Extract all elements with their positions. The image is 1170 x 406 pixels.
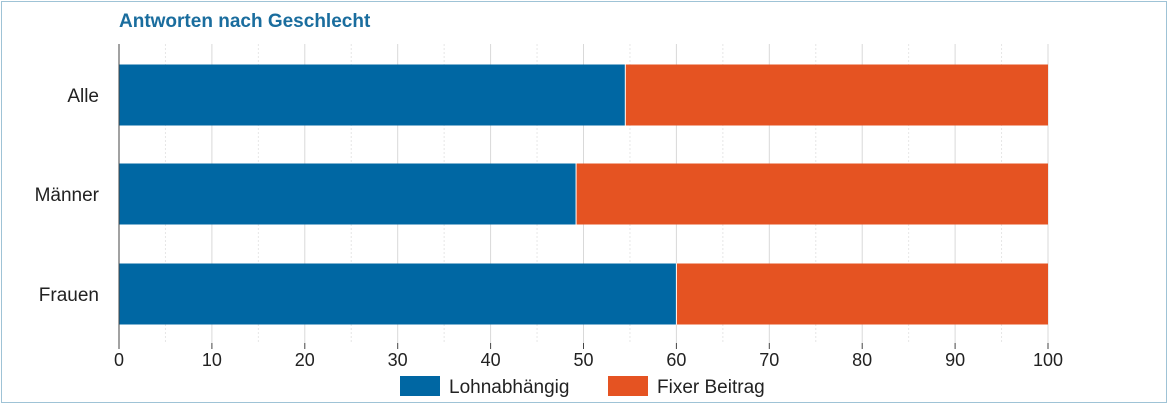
bar-lohnabh-ngig-alle[interactable] [119, 64, 626, 126]
category-labels: Alle Männer Frauen [35, 86, 100, 306]
category-label: Männer [35, 185, 100, 206]
x-tick-label: 30 [388, 350, 408, 370]
x-tick-label: 40 [481, 350, 501, 370]
legend-swatch [400, 376, 440, 396]
legend-item-fixer-beitrag[interactable]: Fixer Beitrag [608, 376, 765, 398]
legend-label: Lohnabhängig [449, 377, 569, 398]
x-axis-labels: 0 10 20 30 40 50 60 70 80 90 100 [114, 350, 1063, 370]
category-label: Alle [67, 86, 99, 107]
legend-item-lohnabh-ngig[interactable]: Lohnabhängig [400, 376, 569, 398]
x-tick-label: 100 [1033, 350, 1063, 370]
category-label: Frauen [39, 285, 99, 306]
legend: Lohnabhängig Fixer Beitrag [400, 376, 765, 398]
x-tick-label: 0 [114, 350, 124, 370]
bar-fixer-beitrag-frauen[interactable] [676, 263, 1048, 325]
x-tick-label: 90 [945, 350, 965, 370]
x-tick-label: 80 [852, 350, 872, 370]
x-tick-label: 60 [666, 350, 686, 370]
bars [119, 64, 1048, 325]
chart-title: Antworten nach Geschlecht [119, 11, 371, 32]
bar-fixer-beitrag-m-nner[interactable] [576, 163, 1048, 225]
x-tick-label: 20 [295, 350, 315, 370]
bar-fixer-beitrag-alle[interactable] [625, 64, 1048, 126]
x-tick-label: 10 [202, 350, 222, 370]
legend-swatch [608, 376, 648, 396]
bar-lohnabh-ngig-frauen[interactable] [119, 263, 677, 325]
x-tick-label: 50 [573, 350, 593, 370]
x-tick-label: 70 [759, 350, 779, 370]
x-axis-ticks [118, 343, 1049, 349]
bar-lohnabh-ngig-m-nner[interactable] [119, 163, 577, 225]
legend-label: Fixer Beitrag [657, 377, 765, 398]
